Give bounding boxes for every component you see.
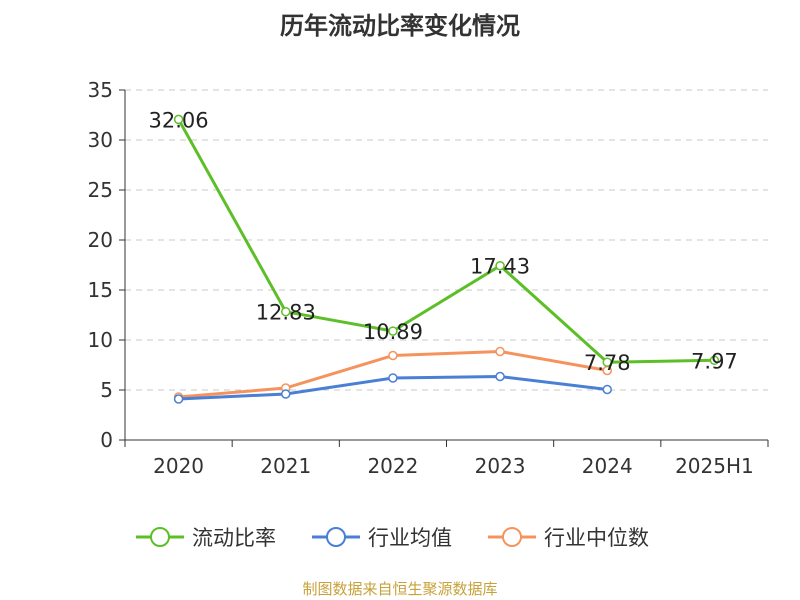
y-tick-label: 35 <box>88 78 113 102</box>
source-note: 制图数据来自恒生聚源数据库 <box>302 580 498 598</box>
data-point <box>173 394 184 404</box>
data-label: 10.89 <box>363 320 423 344</box>
data-point <box>495 371 505 382</box>
y-tick-label: 25 <box>88 178 113 202</box>
data-label: 17.43 <box>470 255 530 279</box>
y-tick-label: 30 <box>88 128 113 152</box>
y-tick-label: 0 <box>100 428 113 452</box>
y-tick-label: 5 <box>100 378 113 402</box>
series-line <box>177 118 715 364</box>
x-tick-label: 2022 <box>367 454 418 478</box>
data-point <box>388 350 398 361</box>
y-tick-label: 10 <box>88 328 113 352</box>
y-tick-label: 20 <box>88 228 113 252</box>
legend-marker <box>150 527 170 547</box>
chart-title: 历年流动比率变化情况 <box>280 12 520 40</box>
data-point <box>709 355 720 366</box>
data-point <box>602 357 612 367</box>
y-tick-label: 15 <box>88 278 113 302</box>
data-point <box>388 373 398 383</box>
legend-label: 流动比率 <box>192 526 276 550</box>
x-tick-label: 2020 <box>153 454 204 478</box>
legend-label: 行业均值 <box>368 526 452 550</box>
x-tick-label: 2021 <box>260 454 311 478</box>
data-point <box>495 346 505 357</box>
legend-marker <box>502 527 522 547</box>
x-tick-label: 2023 <box>475 454 526 478</box>
data-point <box>173 114 184 125</box>
data-label: 32.06 <box>149 108 209 132</box>
x-tick-label: 2025H1 <box>675 454 754 478</box>
legend-label: 行业中位数 <box>544 526 649 550</box>
data-point <box>388 326 398 336</box>
data-label: 7.78 <box>584 351 631 375</box>
data-label: 12.83 <box>256 301 316 325</box>
legend-marker <box>326 527 346 547</box>
data-point <box>602 384 612 395</box>
data-point <box>281 306 291 317</box>
data-label: 7.97 <box>691 349 738 373</box>
data-point <box>495 260 505 271</box>
data-point <box>281 389 291 399</box>
x-tick-label: 2024 <box>582 454 633 478</box>
